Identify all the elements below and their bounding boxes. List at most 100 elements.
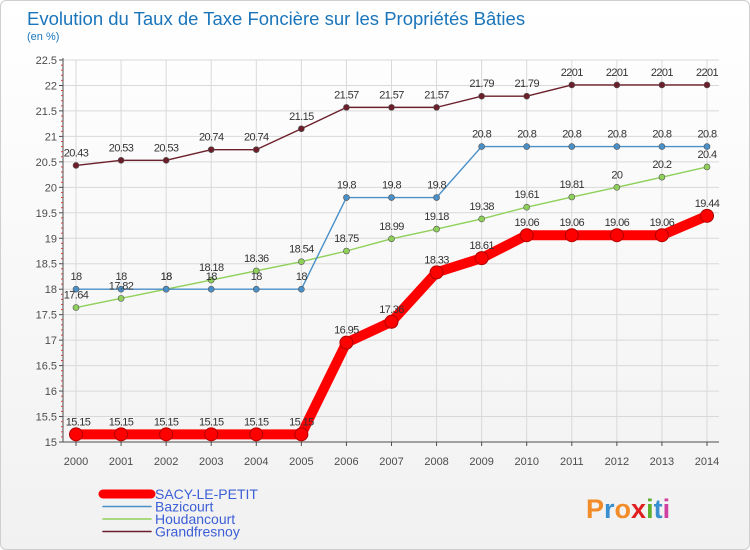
y-tick-label: 16.5 — [36, 361, 57, 373]
data-label-grandfresnoy: 20.74 — [244, 132, 269, 144]
data-label-sacy-le-petit: 15.15 — [66, 416, 91, 428]
data-label-houdancourt: 17.82 — [109, 280, 134, 292]
data-label-grandfresnoy: 20.43 — [64, 147, 89, 159]
y-tick-label: 19 — [45, 233, 57, 245]
data-label-bazicourt: 18 — [206, 271, 218, 283]
data-label-grandfresnoy: 21.57 — [334, 89, 359, 101]
data-point-bazicourt — [478, 143, 485, 150]
logo-letter: t — [654, 494, 663, 524]
data-label-bazicourt: 20.8 — [652, 129, 671, 141]
logo-letter: r — [604, 494, 615, 524]
data-label-grandfresnoy: 2201 — [651, 67, 674, 79]
data-point-grandfresnoy — [207, 146, 215, 153]
data-label-houdancourt: 17.64 — [64, 290, 89, 302]
data-point-bazicourt — [343, 194, 350, 201]
data-point-sacy-le-petit — [564, 228, 579, 243]
data-label-bazicourt: 20.8 — [517, 129, 536, 141]
data-point-sacy-le-petit — [69, 427, 83, 442]
data-point-sacy-le-petit — [294, 427, 309, 442]
data-label-bazicourt: 20.8 — [697, 129, 716, 141]
y-tick-label: 22.5 — [36, 55, 57, 67]
data-label-houdancourt: 18 — [161, 271, 173, 283]
data-point-houdancourt — [523, 203, 531, 211]
data-point-houdancourt — [343, 247, 350, 255]
data-point-bazicourt — [252, 285, 260, 293]
data-point-sacy-le-petit — [609, 228, 624, 243]
x-tick-label: 2011 — [560, 456, 584, 468]
data-label-sacy-le-petit: 15.15 — [244, 416, 269, 428]
data-point-grandfresnoy — [658, 81, 666, 89]
x-tick-label: 2006 — [334, 456, 358, 468]
data-point-bazicourt — [162, 285, 170, 293]
chart-title: Evolution du Taux de Taxe Foncière sur l… — [27, 8, 525, 29]
y-tick-label: 18.5 — [36, 259, 57, 271]
y-axis-ticks: 15 15.5 16 16.5 17 17.5 18 18.5 19 19.5 20 20.5 21 21… — [36, 55, 63, 449]
data-point-houdancourt — [298, 258, 305, 265]
data-point-bazicourt — [72, 285, 80, 293]
data-label-bazicourt: 19.8 — [337, 180, 356, 192]
logo-text: Proxiti — [586, 494, 670, 524]
data-point-bazicourt — [523, 143, 531, 150]
x-tick-label: 2004 — [244, 456, 268, 468]
data-label-bazicourt: 18 — [296, 271, 308, 283]
logo-letter: o — [615, 494, 632, 524]
x-tick-label: 2007 — [379, 456, 403, 468]
data-point-houdancourt — [658, 173, 666, 181]
data-point-bazicourt — [658, 143, 666, 150]
y-tick-label: 15.5 — [36, 412, 57, 424]
data-label-grandfresnoy: 2201 — [696, 67, 719, 79]
data-label-houdancourt: 19.18 — [424, 211, 449, 223]
x-tick-label: 2001 — [109, 456, 133, 468]
x-tick-label: 2000 — [64, 456, 88, 468]
data-label-bazicourt: 18 — [70, 271, 82, 283]
data-point-sacy-le-petit — [249, 427, 264, 442]
data-point-sacy-le-petit — [429, 265, 444, 280]
data-label-grandfresnoy: 20.74 — [199, 132, 224, 144]
y-tick-label: 15 — [45, 437, 57, 449]
data-label-houdancourt: 20.4 — [697, 149, 716, 161]
data-label-grandfresnoy: 21.79 — [469, 78, 494, 90]
data-label-grandfresnoy: 21.57 — [424, 89, 449, 101]
data-label-houdancourt: 20.2 — [652, 159, 671, 171]
data-label-sacy-le-petit: 19.06 — [605, 217, 630, 229]
data-point-bazicourt — [298, 285, 305, 293]
data-label-sacy-le-petit: 19.44 — [695, 198, 720, 210]
data-point-houdancourt — [117, 295, 125, 302]
grid-lines — [63, 59, 719, 443]
data-label-houdancourt: 19.38 — [469, 201, 494, 213]
data-label-houdancourt: 19.61 — [514, 189, 539, 201]
data-point-bazicourt — [613, 143, 621, 150]
data-label-sacy-le-petit: 19.06 — [560, 217, 585, 229]
data-point-grandfresnoy — [523, 92, 531, 100]
data-point-sacy-le-petit — [384, 314, 399, 329]
data-label-grandfresnoy: 21.15 — [289, 111, 314, 123]
x-tick-label: 2003 — [199, 456, 223, 468]
data-point-houdancourt — [207, 276, 215, 284]
data-label-sacy-le-petit: 18.33 — [424, 254, 449, 266]
data-label-sacy-le-petit: 19.06 — [650, 217, 675, 229]
data-point-houdancourt — [72, 304, 80, 311]
data-point-bazicourt — [388, 194, 395, 201]
data-label-bazicourt: 19.8 — [427, 180, 446, 192]
data-label-grandfresnoy: 20.53 — [154, 142, 179, 154]
x-tick-label: 2013 — [650, 456, 674, 468]
x-tick-label: 2005 — [289, 456, 313, 468]
data-point-houdancourt — [568, 193, 576, 201]
y-tick-label: 20 — [45, 182, 57, 194]
y-tick-label: 17 — [45, 335, 57, 347]
data-point-houdancourt — [388, 235, 395, 243]
data-point-sacy-le-petit — [204, 427, 219, 442]
x-axis-ticks: 2000 2001 2002 2003 2004 2005 2006 2007 2008 2009… — [64, 442, 719, 468]
data-label-sacy-le-petit: 17.36 — [379, 304, 404, 316]
y-tick-label: 21 — [45, 131, 57, 143]
legend-label-houdancourt: Houdancourt — [155, 511, 235, 527]
data-label-grandfresnoy: 2201 — [561, 67, 584, 79]
data-label-houdancourt: 18.99 — [379, 221, 404, 233]
data-point-houdancourt — [613, 184, 621, 191]
data-label-houdancourt: 18.18 — [199, 262, 224, 274]
x-tick-label: 2008 — [424, 456, 448, 468]
data-label-houdancourt: 20 — [611, 169, 623, 181]
data-point-bazicourt — [568, 143, 576, 150]
data-point-grandfresnoy — [568, 81, 576, 89]
